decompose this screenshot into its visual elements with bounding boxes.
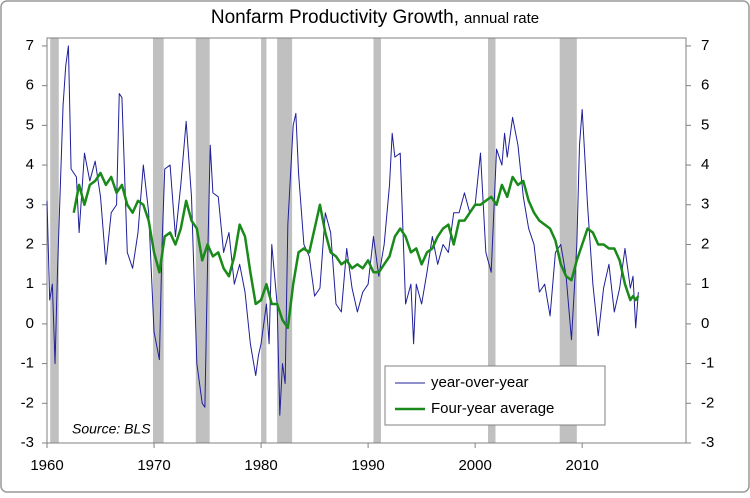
- y-tick-label: 3: [26, 196, 34, 213]
- recession-band: [261, 38, 267, 443]
- y2-tick-label: -1: [701, 355, 714, 372]
- y2-tick-label: 3: [701, 196, 709, 213]
- y-tick-label: 7: [26, 37, 34, 54]
- series-line: [72, 171, 640, 330]
- x-tick-label: 1980: [244, 457, 277, 474]
- y2-tick-label: -3: [701, 434, 714, 451]
- recession-band: [50, 38, 59, 443]
- y-tick-label: -1: [21, 355, 34, 372]
- y-tick-label: 6: [26, 77, 34, 94]
- y2-tick-label: 7: [701, 37, 709, 54]
- title-group: Nonfarm Productivity Growth, annual rate: [211, 7, 539, 28]
- y2-tick-label: 6: [701, 77, 709, 94]
- y-tick-label: -3: [21, 434, 34, 451]
- y-tick-label: -2: [21, 394, 34, 411]
- y2-tick-label: 1: [701, 275, 709, 292]
- y2-tick-label: 0: [701, 315, 709, 332]
- y2-tick-label: 4: [701, 156, 709, 173]
- legend-label: Four-year average: [431, 400, 554, 417]
- y2-tick-label: 2: [701, 235, 709, 252]
- recession-band: [487, 38, 496, 443]
- chart-title: Nonfarm Productivity Growth,: [211, 7, 459, 28]
- x-tick-label: 2010: [565, 457, 598, 474]
- recession-band: [277, 38, 293, 443]
- y2-tick-label: -2: [701, 394, 714, 411]
- x-tick-label: 1990: [351, 457, 384, 474]
- y-tick-label: 4: [26, 156, 34, 173]
- y-tick-label: 1: [26, 275, 34, 292]
- x-tick-label: 1960: [30, 457, 63, 474]
- y-tick-label: 2: [26, 235, 34, 252]
- recession-band: [152, 38, 164, 443]
- y2-tick-label: 5: [701, 116, 709, 133]
- recession-band: [559, 38, 577, 443]
- recession-band: [373, 38, 381, 443]
- legend-box: [384, 365, 606, 426]
- x-tick-label: 1970: [137, 457, 170, 474]
- plot-area: [46, 37, 687, 444]
- chart-subtitle: annual rate: [464, 10, 539, 27]
- series-line: [46, 45, 639, 416]
- source-note: Source: BLS: [72, 421, 151, 437]
- y-tick-label: 0: [26, 315, 34, 332]
- x-tick-label: 2000: [458, 457, 491, 474]
- legend-label: year-over-year: [431, 374, 529, 391]
- y-tick-label: 5: [26, 116, 34, 133]
